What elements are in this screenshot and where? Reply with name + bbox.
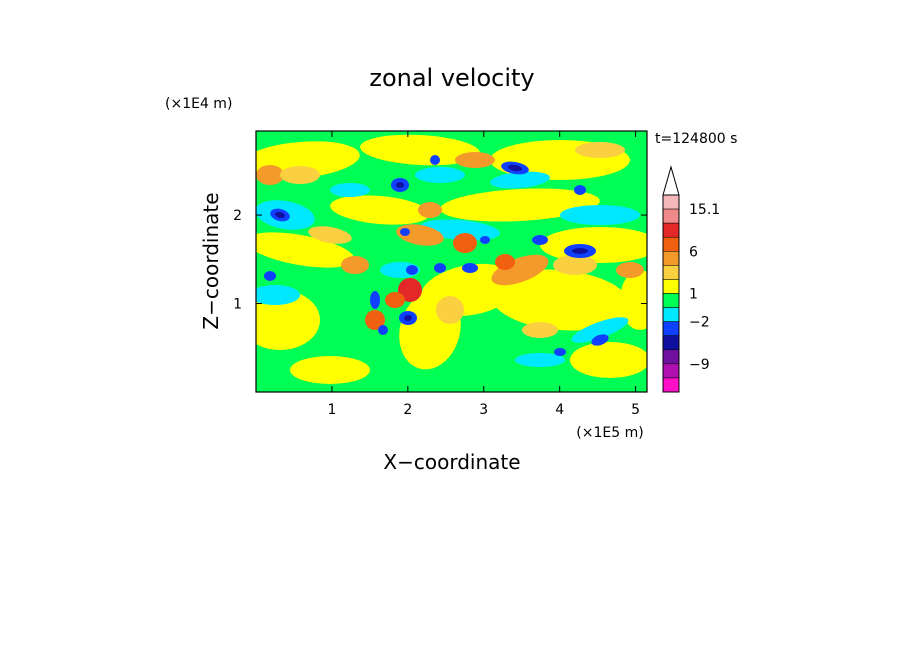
colorbar-label: −9 — [689, 357, 710, 373]
x-axis-title: X−coordinate — [383, 450, 520, 474]
x-tick-label: 4 — [555, 402, 564, 418]
colorbar-bin — [662, 222, 680, 238]
field-core-contour — [404, 315, 412, 321]
field-cold-contour — [400, 228, 410, 236]
field-band — [540, 227, 647, 263]
field-cold-contour — [378, 325, 388, 335]
field-warm-contour — [256, 165, 284, 185]
field-cold-contour — [406, 265, 418, 275]
x-tick-label: 2 — [403, 402, 412, 418]
field-cold-contour — [434, 263, 446, 273]
field-warm-contour — [308, 226, 352, 244]
field-warm-contour — [341, 256, 369, 274]
colorbar-bin — [662, 251, 680, 266]
colorbar-bin — [662, 208, 680, 224]
colorbar-bin — [662, 265, 680, 280]
field-warm-contour — [385, 292, 405, 308]
y-tick-label: 2 — [233, 208, 242, 224]
field-contour — [415, 167, 465, 183]
field-cold-contour — [532, 235, 548, 245]
field-band — [290, 356, 370, 384]
field-contour — [571, 317, 629, 343]
y-tick-label: 1 — [233, 297, 242, 313]
field-warm-contour — [616, 262, 644, 278]
x-tick-label: 3 — [479, 402, 488, 418]
colorbar-label: 6 — [689, 244, 698, 260]
field-cold-contour — [462, 263, 478, 273]
colorbar-bin — [662, 363, 680, 379]
field-core-contour — [275, 211, 285, 219]
field-warm-contour — [365, 310, 385, 330]
field-warm-contour — [522, 322, 558, 338]
field-band — [440, 188, 600, 222]
field-band — [490, 269, 630, 331]
x-tick-label: 5 — [631, 402, 640, 418]
field-cold-contour — [264, 271, 276, 281]
y-unit-label: (×1E4 m) — [165, 96, 232, 112]
field-cold-contour — [554, 348, 566, 356]
field-warm-contour — [418, 202, 442, 218]
field-warm-contour — [455, 152, 495, 168]
field-band — [360, 134, 480, 166]
field-warm-contour — [453, 233, 477, 253]
colorbar-bin — [662, 307, 680, 322]
field-contour — [490, 171, 550, 189]
field-warm-contour — [398, 278, 422, 302]
colorbar-label: 1 — [689, 287, 698, 303]
colorbar-label: −2 — [689, 315, 710, 331]
field-warm-contour — [491, 254, 549, 286]
colorbar-bin — [662, 194, 680, 210]
colorbar-bin — [662, 236, 680, 252]
x-tick-label: 1 — [327, 402, 336, 418]
field-warm-contour — [553, 255, 597, 275]
field-cold-contour — [480, 236, 490, 244]
colorbar-bin — [662, 335, 680, 351]
colorbar-label: 15.1 — [689, 202, 720, 218]
field-band — [330, 195, 430, 225]
field-band — [256, 232, 355, 268]
colorbar-bin — [662, 349, 680, 365]
field-warm-contour — [495, 254, 515, 270]
field-cold-contour — [591, 334, 609, 346]
field-contour — [515, 353, 565, 367]
field-contour — [560, 205, 640, 225]
field-warm-contour — [436, 296, 464, 324]
time-label: t=124800 s — [655, 131, 737, 147]
y-axis: 12 — [233, 208, 647, 313]
field-contour — [330, 183, 370, 197]
chart-title: zonal velocity — [369, 64, 534, 92]
colorbar-bin — [662, 377, 680, 393]
field-contour — [256, 285, 300, 305]
field-warm-contour — [575, 142, 625, 158]
colorbar-bin — [662, 321, 680, 336]
x-unit-label: (×1E5 m) — [576, 425, 643, 441]
colorbar-bin — [662, 293, 680, 308]
field-warm-contour — [280, 166, 320, 184]
field-core-contour — [508, 164, 522, 172]
y-axis-title: Z−coordinate — [199, 192, 223, 329]
colorbar-frame — [662, 194, 680, 393]
field-core-contour — [572, 248, 588, 254]
colorbar-extend-arrow — [662, 165, 680, 196]
field-core-contour — [396, 182, 404, 188]
field-cold-contour — [574, 185, 586, 195]
field-band — [570, 342, 647, 378]
field-band — [620, 270, 647, 330]
colorbar: 15.1 6 1 −2 −9 — [662, 165, 720, 393]
field-band — [256, 290, 320, 350]
velocity-field — [256, 131, 647, 392]
x-axis: 1 2 3 4 5 — [327, 131, 640, 418]
plot-frame — [255, 130, 648, 393]
field-cold-contour — [370, 291, 380, 309]
field-cold-contour — [430, 155, 440, 165]
colorbar-bin — [662, 279, 680, 294]
